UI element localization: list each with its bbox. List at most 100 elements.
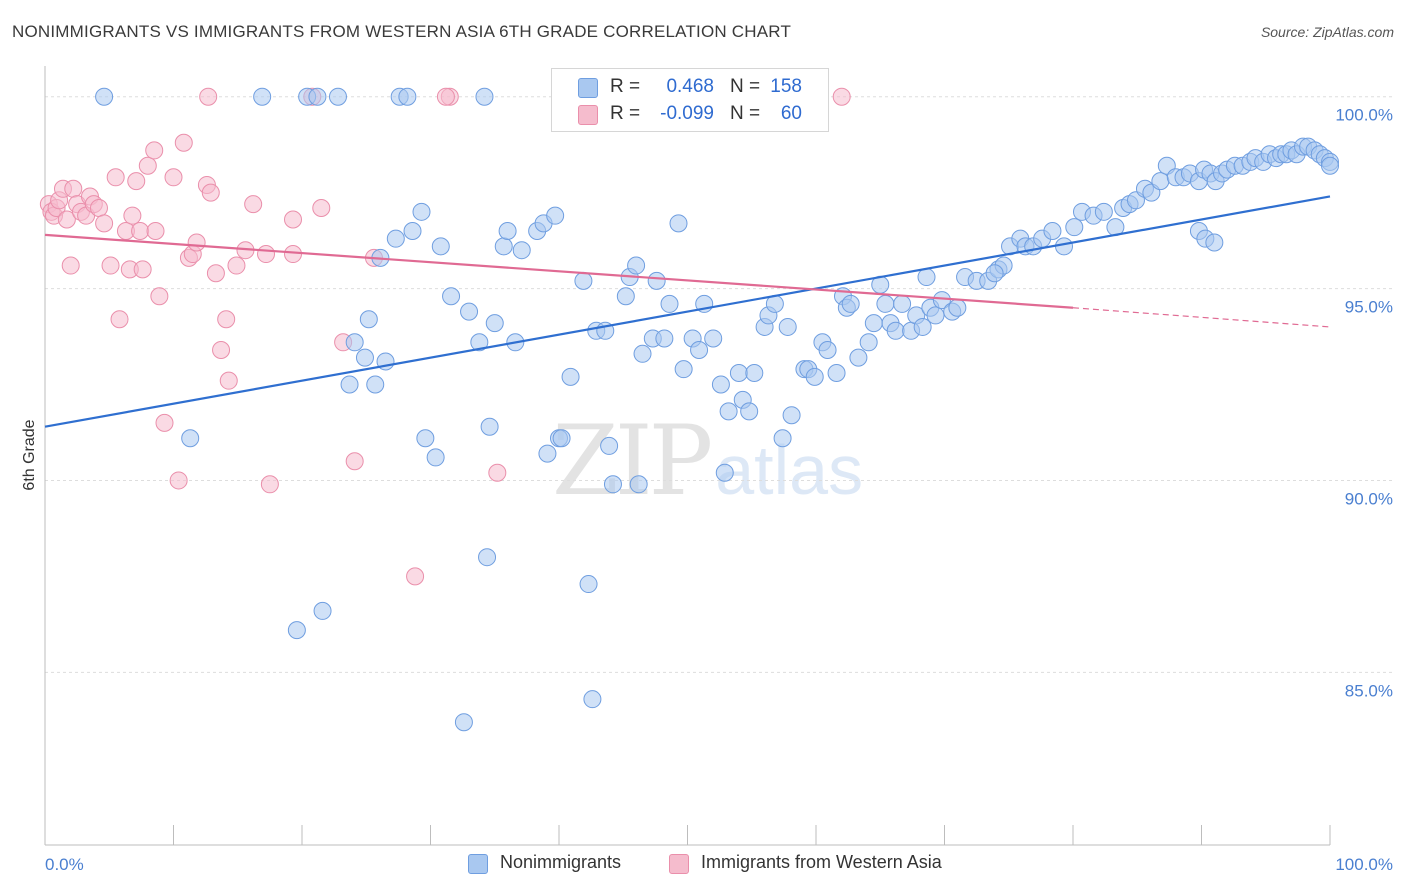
data-point-nonimmigrants [864, 314, 883, 333]
data-point-nonimmigrants [478, 548, 497, 567]
watermark-zip: ZIP [552, 405, 713, 517]
data-point-nonimmigrants [627, 256, 646, 275]
legend-swatch-pink [578, 105, 598, 125]
data-point-nonimmigrants [416, 429, 435, 448]
data-point-immigrants [244, 195, 263, 214]
data-point-nonimmigrants [1065, 218, 1084, 237]
data-point-nonimmigrants [633, 344, 652, 363]
data-point-immigrants [133, 260, 152, 279]
data-point-nonimmigrants [454, 713, 473, 732]
data-point-nonimmigrants [552, 429, 571, 448]
data-point-immigrants [199, 87, 218, 106]
data-point-immigrants [217, 310, 236, 329]
data-point-immigrants [201, 183, 220, 202]
data-point-immigrants [138, 156, 157, 175]
data-point-immigrants [174, 133, 193, 152]
data-point-nonimmigrants [773, 429, 792, 448]
data-point-nonimmigrants [913, 317, 932, 336]
legend-r-label: R = [610, 103, 641, 124]
data-point-immigrants [150, 287, 169, 306]
data-point-nonimmigrants [485, 314, 504, 333]
data-point-nonimmigrants [660, 294, 679, 313]
data-point-nonimmigrants [859, 333, 878, 352]
data-point-nonimmigrants [629, 475, 648, 494]
data-point-nonimmigrants [1043, 222, 1062, 241]
data-point-nonimmigrants [600, 436, 619, 455]
data-point-immigrants [227, 256, 246, 275]
data-point-immigrants [312, 198, 331, 217]
legend-swatch-pink [669, 854, 689, 874]
data-point-nonimmigrants [498, 222, 517, 241]
data-point-immigrants [64, 179, 83, 198]
data-point-nonimmigrants [431, 237, 450, 256]
data-point-immigrants [145, 141, 164, 160]
data-point-nonimmigrants [893, 294, 912, 313]
data-point-nonimmigrants [403, 222, 422, 241]
legend-row-immigrants: R = -0.099 N = 60 [552, 100, 828, 128]
data-point-nonimmigrants [340, 375, 359, 394]
data-point-nonimmigrants [546, 206, 565, 225]
data-point-immigrants [260, 475, 279, 494]
series-nonimmigrants [95, 87, 1339, 732]
data-point-nonimmigrants [426, 448, 445, 467]
data-point-immigrants [284, 210, 303, 229]
data-point-nonimmigrants [287, 621, 306, 640]
legend-swatch-blue [468, 854, 488, 874]
data-point-nonimmigrants [359, 310, 378, 329]
data-point-nonimmigrants [745, 363, 764, 382]
series-immigrants-western-asia [39, 87, 851, 586]
data-point-nonimmigrants [1205, 233, 1224, 252]
data-point-immigrants [257, 245, 276, 264]
legend-n-label: N = [730, 103, 761, 124]
data-point-immigrants [345, 452, 364, 471]
data-point-nonimmigrants [181, 429, 200, 448]
legend-r-label: R = [610, 76, 641, 97]
watermark: ZIPatlas [552, 405, 863, 517]
data-point-nonimmigrants [917, 268, 936, 287]
data-point-nonimmigrants [849, 348, 868, 367]
axes [44, 66, 1331, 846]
data-point-nonimmigrants [674, 360, 693, 379]
stats-legend: R = 0.468 N = 158 R = -0.099 N = 60 [551, 68, 829, 132]
data-point-nonimmigrants [1321, 156, 1339, 175]
data-point-nonimmigrants [574, 271, 593, 290]
data-point-nonimmigrants [805, 367, 824, 386]
data-point-nonimmigrants [841, 294, 860, 313]
data-point-nonimmigrants [740, 402, 759, 421]
data-point-immigrants [155, 413, 174, 432]
data-point-nonimmigrants [647, 271, 666, 290]
data-point-nonimmigrants [719, 402, 738, 421]
data-point-nonimmigrants [818, 340, 837, 359]
data-point-nonimmigrants [579, 575, 598, 594]
data-point-nonimmigrants [985, 264, 1004, 283]
data-point-nonimmigrants [669, 214, 688, 233]
legend-swatch-blue [578, 78, 598, 98]
data-point-immigrants [206, 264, 225, 283]
data-point-nonimmigrants [412, 202, 431, 221]
data-point-immigrants [101, 256, 120, 275]
data-point-immigrants [57, 210, 76, 229]
trend-line-nonimmigrants [44, 195, 1331, 428]
data-point-nonimmigrants [512, 241, 531, 260]
data-point-nonimmigrants [328, 87, 347, 106]
data-point-nonimmigrants [313, 601, 332, 620]
data-point-nonimmigrants [715, 463, 734, 482]
legend-r-value: 0.468 [666, 76, 714, 97]
data-point-immigrants [131, 222, 150, 241]
data-point-immigrants [284, 245, 303, 264]
trend-line-immigrants [44, 233, 1074, 309]
legend-n-value: 60 [780, 103, 802, 124]
legend-label: Immigrants from Western Asia [701, 852, 942, 872]
data-point-nonimmigrants [948, 298, 967, 317]
y-tick-label: 85.0% [1345, 681, 1393, 700]
data-point-immigrants [406, 567, 425, 586]
data-point-immigrants [146, 222, 165, 241]
data-point-nonimmigrants [690, 340, 709, 359]
data-point-nonimmigrants [583, 690, 602, 709]
data-point-nonimmigrants [616, 287, 635, 306]
data-point-nonimmigrants [655, 329, 674, 348]
series-legend: Nonimmigrants Immigrants from Western As… [0, 852, 1406, 878]
legend-row-nonimmigrants: R = 0.468 N = 158 [552, 73, 828, 101]
data-point-nonimmigrants [886, 321, 905, 340]
legend-n-label: N = [730, 76, 761, 97]
